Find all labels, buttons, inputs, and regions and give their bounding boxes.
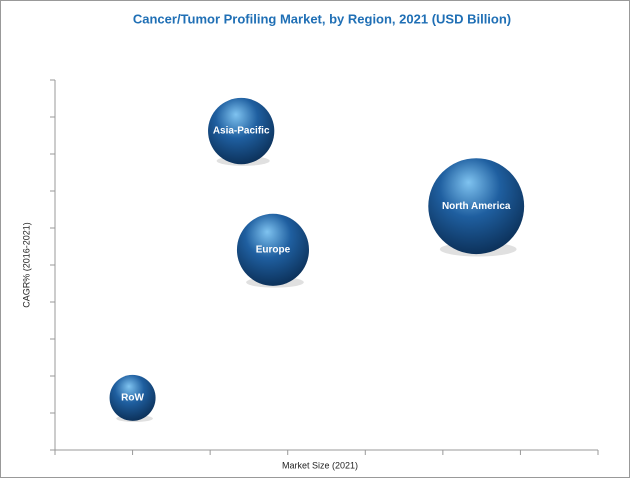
- bubble: [208, 97, 275, 165]
- x-axis-label: Market Size (2021): [282, 460, 358, 470]
- bubble: [428, 158, 525, 255]
- bubble-label: North America: [442, 201, 511, 212]
- bubble-label: Asia-Pacific: [213, 126, 270, 137]
- bubble: [236, 213, 310, 286]
- bubble-label: Europe: [256, 244, 291, 255]
- y-axis-label: CAGR% (2016-2021): [21, 222, 31, 308]
- chart-title: Cancer/Tumor Profiling Market, by Region…: [133, 11, 511, 26]
- bubble: [109, 374, 156, 421]
- bubble-label: RoW: [121, 392, 144, 403]
